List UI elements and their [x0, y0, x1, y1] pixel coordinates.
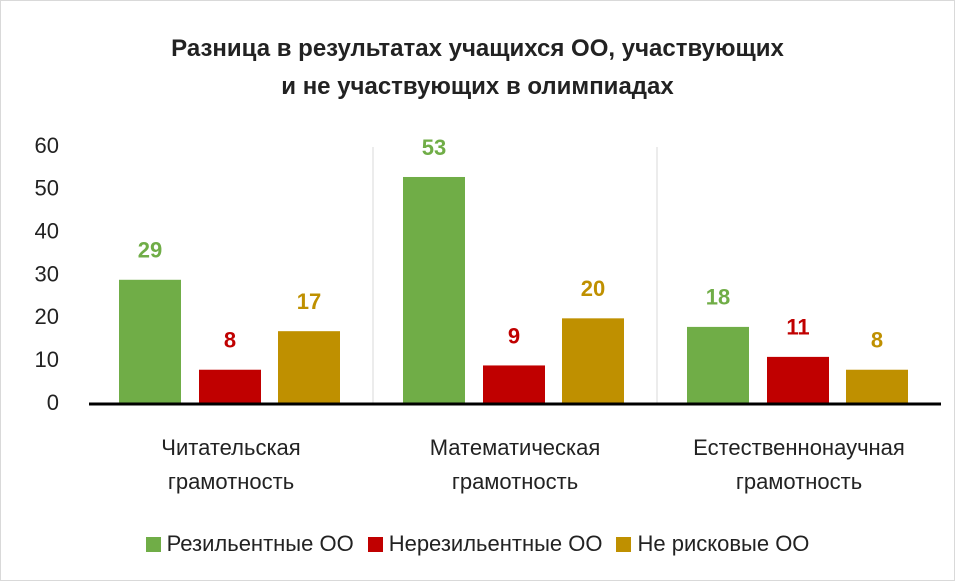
x-tick-label: Читательская грамотность [161, 435, 301, 494]
bar [199, 369, 261, 404]
legend-item: Нерезильентные ОО [367, 531, 603, 557]
bar [767, 356, 829, 404]
bar [483, 365, 545, 404]
x-tick-label: Математическая грамотность [429, 435, 601, 494]
legend-item: Не рисковые ОО [616, 531, 809, 557]
y-tick-label: 0 [47, 390, 59, 415]
y-tick-label: 40 [35, 218, 59, 243]
bar [846, 369, 908, 404]
legend-swatch [367, 536, 383, 552]
bar [278, 331, 340, 404]
legend-label: Нерезильентные ОО [388, 531, 603, 556]
y-tick-label: 50 [35, 176, 59, 201]
legend-item: Резильентные ОО [145, 531, 354, 557]
bar [687, 326, 749, 404]
data-label: 9 [508, 323, 520, 348]
legend-swatch [145, 536, 161, 552]
legend-swatch [616, 536, 632, 552]
data-label: 29 [138, 238, 162, 263]
legend: Резильентные ОО Нерезильентные ОО Не риско… [1, 531, 954, 557]
y-tick-label: 30 [35, 261, 59, 286]
legend-label: Резильентные ОО [166, 531, 354, 556]
data-label: 8 [224, 328, 236, 353]
y-tick-label: 20 [35, 304, 59, 329]
data-label: 17 [297, 289, 321, 314]
y-tick-label: 60 [35, 133, 59, 158]
chart-title: Разница в результатах учащихся ОО, участ… [171, 35, 784, 62]
x-tick-label: Естественнонаучная грамотность [693, 435, 905, 494]
chart-title: и не участвующих в олимпиадах [281, 73, 674, 100]
data-label: 8 [871, 328, 883, 353]
data-label: 18 [706, 285, 730, 310]
bar [562, 318, 624, 404]
bar [403, 176, 465, 404]
data-label: 11 [786, 315, 809, 340]
bar [119, 279, 181, 404]
data-label: 53 [422, 135, 446, 160]
legend-label: Не рисковые ОО [637, 531, 810, 556]
y-tick-label: 10 [35, 347, 59, 372]
data-label: 20 [581, 276, 605, 301]
